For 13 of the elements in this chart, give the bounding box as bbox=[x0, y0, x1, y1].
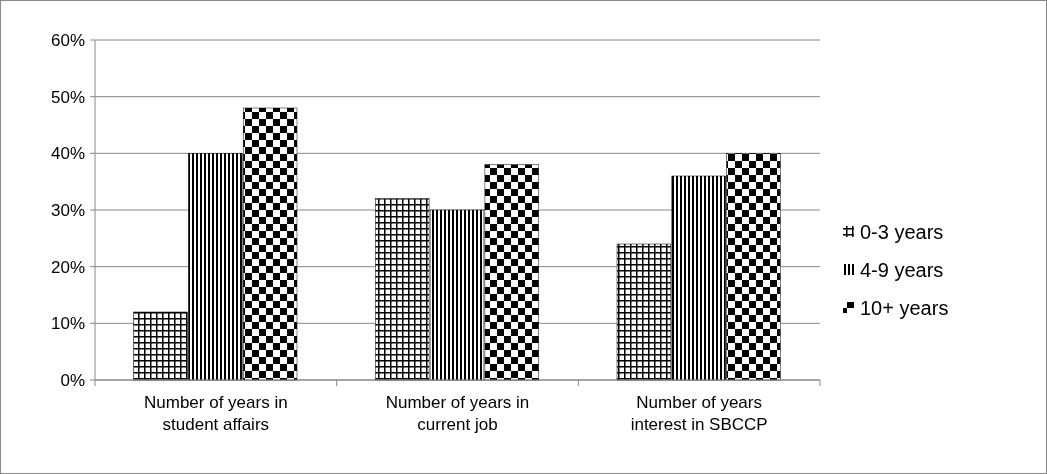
x-tick-label: Number of years interest in SBCCP bbox=[630, 393, 768, 434]
legend-label: 10+ years bbox=[860, 297, 949, 319]
y-tick-label: 30% bbox=[50, 200, 85, 220]
y-tick-label: 60% bbox=[50, 30, 85, 50]
legend-label: 0-3 years bbox=[860, 221, 944, 243]
y-tick-label: 10% bbox=[50, 314, 85, 334]
y-tick-label: 20% bbox=[50, 257, 85, 277]
x-tick-label: Number of years in student affairs bbox=[144, 393, 288, 434]
legend-label: 4-9 years bbox=[860, 259, 944, 281]
y-tick-label: 40% bbox=[50, 144, 85, 164]
y-tick-label: 50% bbox=[50, 87, 85, 107]
x-tick-label: Number of years in current job bbox=[385, 393, 530, 434]
y-tick-label: 0% bbox=[60, 370, 85, 390]
